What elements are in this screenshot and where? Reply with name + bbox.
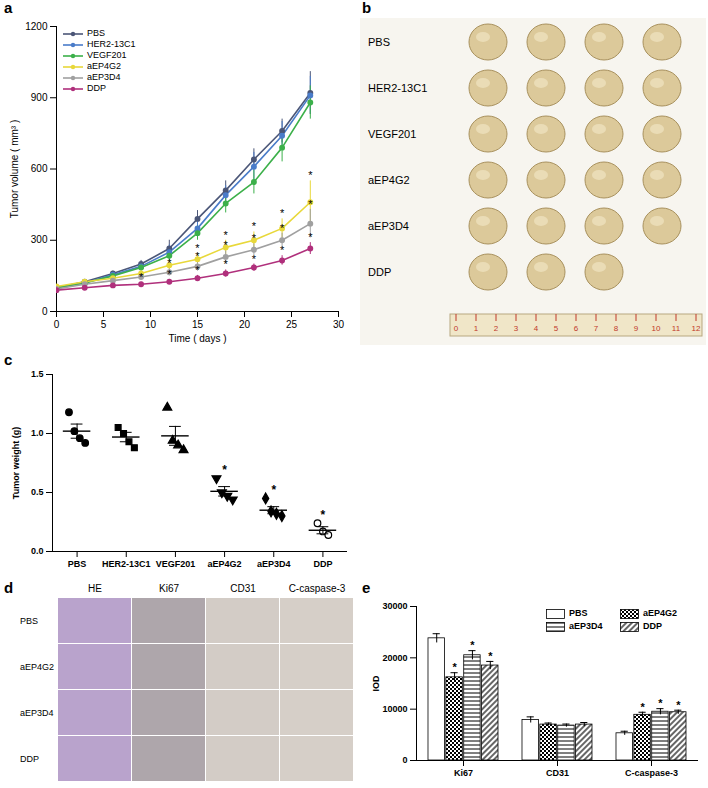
svg-text:VEGF201: VEGF201 xyxy=(368,128,416,140)
svg-text:*: * xyxy=(308,169,313,181)
svg-text:5: 5 xyxy=(554,324,559,333)
svg-text:*: * xyxy=(195,250,200,262)
svg-text:Tumor volume ( mm³ ): Tumor volume ( mm³ ) xyxy=(9,120,20,219)
html-text:aEP4G2: aEP4G2 xyxy=(643,608,677,618)
svg-text:600: 600 xyxy=(31,163,48,174)
svg-text:20000: 20000 xyxy=(382,653,407,663)
svg-text:*: * xyxy=(470,639,475,651)
svg-text:*: * xyxy=(195,264,200,276)
svg-text:CD31: CD31 xyxy=(546,768,569,778)
svg-text:*: * xyxy=(280,222,285,234)
svg-text:VEGF201: VEGF201 xyxy=(156,559,196,569)
svg-text:25: 25 xyxy=(286,319,298,330)
svg-text:*: * xyxy=(640,701,645,713)
svg-text:*: * xyxy=(167,268,172,280)
svg-text:*: * xyxy=(222,463,227,477)
svg-text:DDP: DDP xyxy=(20,754,39,764)
svg-text:IOD: IOD xyxy=(371,675,381,692)
svg-text:*: * xyxy=(252,232,257,244)
html-text:HER2-13C1: HER2-13C1 xyxy=(87,39,136,49)
svg-text:*: * xyxy=(252,220,257,232)
svg-text:Ki67: Ki67 xyxy=(159,583,179,594)
svg-text:6: 6 xyxy=(574,324,579,333)
svg-text:0: 0 xyxy=(454,324,459,333)
svg-text:*: * xyxy=(308,231,313,243)
svg-text:aEP4G2: aEP4G2 xyxy=(368,174,410,186)
svg-text:7: 7 xyxy=(594,324,599,333)
svg-text:3: 3 xyxy=(514,324,519,333)
svg-text:900: 900 xyxy=(31,92,48,103)
html-text:aEP4G2: aEP4G2 xyxy=(87,61,121,71)
svg-text:*: * xyxy=(676,699,681,711)
svg-text:0.5: 0.5 xyxy=(31,487,44,497)
svg-text:DDP: DDP xyxy=(368,266,391,278)
svg-text:10: 10 xyxy=(145,319,157,330)
svg-text:Time ( days ): Time ( days ) xyxy=(169,333,227,344)
svg-text:CD31: CD31 xyxy=(230,583,256,594)
svg-text:2: 2 xyxy=(494,324,499,333)
svg-text:0: 0 xyxy=(42,306,48,317)
svg-text:30000: 30000 xyxy=(382,601,407,611)
svg-text:PBS: PBS xyxy=(368,36,390,48)
svg-text:HE: HE xyxy=(88,583,102,594)
svg-text:*: * xyxy=(224,239,229,251)
html-text:a: a xyxy=(4,0,13,16)
svg-text:PBS: PBS xyxy=(20,616,38,626)
html-text:c: c xyxy=(4,351,13,368)
svg-text:1.5: 1.5 xyxy=(31,369,44,379)
svg-text:aEP4G2: aEP4G2 xyxy=(20,662,54,672)
svg-text:12: 12 xyxy=(692,324,701,333)
svg-text:30: 30 xyxy=(333,319,345,330)
svg-text:8: 8 xyxy=(614,324,619,333)
svg-text:C-caspase-3: C-caspase-3 xyxy=(625,768,678,778)
svg-text:20: 20 xyxy=(239,319,251,330)
svg-text:300: 300 xyxy=(31,234,48,245)
svg-text:0: 0 xyxy=(54,319,60,330)
svg-text:HER2-13C1: HER2-13C1 xyxy=(102,559,151,569)
svg-text:*: * xyxy=(224,258,229,270)
html-text:PBS: PBS xyxy=(569,608,588,618)
svg-text:*: * xyxy=(308,198,313,210)
svg-text:*: * xyxy=(271,483,276,497)
svg-text:HER2-13C1: HER2-13C1 xyxy=(368,82,427,94)
svg-text:4: 4 xyxy=(534,324,539,333)
svg-text:*: * xyxy=(321,508,326,522)
html-text:e: e xyxy=(362,579,371,596)
svg-text:1200: 1200 xyxy=(25,21,48,32)
svg-text:1: 1 xyxy=(474,324,479,333)
svg-text:9: 9 xyxy=(634,324,639,333)
svg-text:aEP4G2: aEP4G2 xyxy=(208,559,242,569)
svg-text:0.0: 0.0 xyxy=(31,546,44,556)
svg-text:15: 15 xyxy=(192,319,204,330)
svg-text:*: * xyxy=(280,244,285,256)
svg-text:*: * xyxy=(252,253,257,265)
svg-text:10: 10 xyxy=(652,324,661,333)
html-text:DDP: DDP xyxy=(87,83,106,93)
svg-text:Ki67: Ki67 xyxy=(454,768,473,778)
svg-text:Tumor weight (g): Tumor weight (g) xyxy=(11,427,21,499)
html-text:aEP3D4: aEP3D4 xyxy=(569,621,603,631)
svg-text:PBS: PBS xyxy=(68,559,87,569)
svg-text:C-caspase-3: C-caspase-3 xyxy=(289,583,346,594)
svg-text:*: * xyxy=(280,207,285,219)
svg-text:1.0: 1.0 xyxy=(31,428,44,438)
svg-text:*: * xyxy=(139,271,144,283)
html-text:DDP: DDP xyxy=(643,621,662,631)
svg-text:*: * xyxy=(488,650,493,662)
svg-text:aEP3D4: aEP3D4 xyxy=(257,559,291,569)
svg-text:5: 5 xyxy=(101,319,107,330)
svg-text:aEP3D4: aEP3D4 xyxy=(368,220,409,232)
svg-text:DDP: DDP xyxy=(313,559,332,569)
svg-text:0: 0 xyxy=(402,755,407,765)
svg-text:10000: 10000 xyxy=(382,704,407,714)
svg-text:*: * xyxy=(658,697,663,709)
html-text:PBS: PBS xyxy=(87,28,105,38)
svg-text:*: * xyxy=(452,661,457,673)
html-text:d: d xyxy=(4,579,14,596)
svg-text:11: 11 xyxy=(672,324,681,333)
svg-text:aEP3D4: aEP3D4 xyxy=(20,708,54,718)
html-text:VEGF201: VEGF201 xyxy=(87,50,127,60)
html-text:aEP3D4: aEP3D4 xyxy=(87,72,121,82)
html-text:b: b xyxy=(362,0,372,16)
